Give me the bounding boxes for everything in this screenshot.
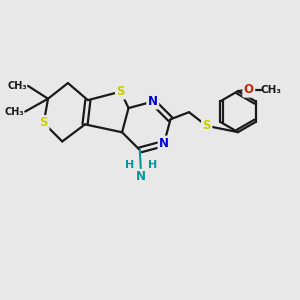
Text: CH₃: CH₃ [7,81,27,91]
Text: S: S [40,116,48,129]
Text: CH₃: CH₃ [4,106,24,117]
Text: S: S [202,119,211,132]
Text: N: N [148,95,158,108]
Text: H: H [148,160,157,170]
Text: H: H [125,160,134,170]
Text: O: O [244,83,254,96]
Text: N: N [159,137,169,150]
Text: CH₃: CH₃ [261,85,282,95]
Text: N: N [136,170,146,183]
Text: S: S [116,85,125,98]
